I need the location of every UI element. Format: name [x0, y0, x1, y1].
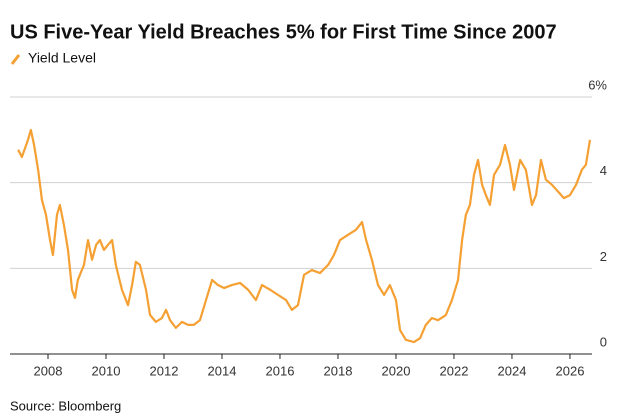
y-tick-label: 4	[600, 163, 607, 178]
legend-icon	[10, 54, 21, 65]
legend-label: Yield Level	[28, 50, 96, 66]
x-tick-label: 2024	[498, 363, 527, 378]
x-tick-label: 2014	[208, 363, 237, 378]
source: Source: Bloomberg	[10, 398, 121, 413]
x-tick-label: 2022	[440, 363, 469, 378]
x-tick-label: 2012	[150, 363, 179, 378]
y-tick-label: 2	[600, 249, 607, 264]
x-tick-label: 2026	[556, 363, 585, 378]
x-tick-label: 2018	[324, 363, 353, 378]
x-tick-label: 2010	[92, 363, 121, 378]
x-tick-label: 2008	[34, 363, 63, 378]
chart-title: US Five-Year Yield Breaches 5% for First…	[10, 21, 557, 43]
y-tick-label: 0	[600, 334, 607, 349]
yield-line	[17, 128, 592, 344]
y-tick-label: 6%	[588, 77, 607, 92]
x-tick-label: 2020	[382, 363, 411, 378]
x-tick-label: 2016	[266, 363, 295, 378]
